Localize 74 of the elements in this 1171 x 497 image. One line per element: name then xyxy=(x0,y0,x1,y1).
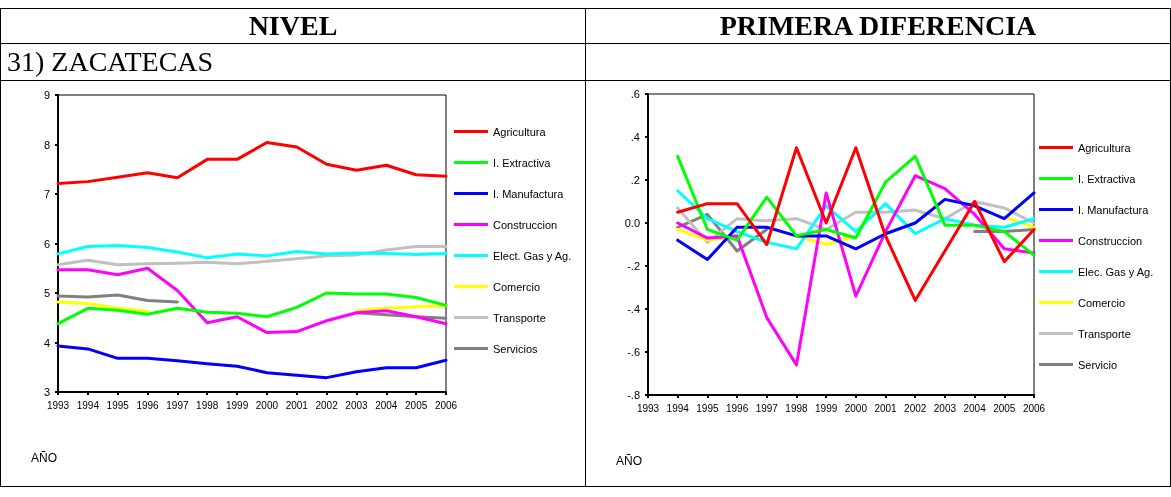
x-tick-label: 1996 xyxy=(136,399,160,411)
x-tick-label: 2005 xyxy=(405,399,428,411)
x-tick-label: 2006 xyxy=(434,399,458,411)
x-tick-label: 1995 xyxy=(696,402,719,414)
legend-label: Agricultura xyxy=(1078,141,1132,154)
x-tick-label: 2002 xyxy=(904,402,927,414)
x-tick-label: 2002 xyxy=(315,399,339,411)
legend-label: Agricultura xyxy=(493,125,547,138)
x-tick-label: 2001 xyxy=(874,402,898,414)
y-tick-label: .6 xyxy=(630,88,640,100)
y-tick-label: -.6 xyxy=(627,346,640,358)
y-tick-label: .2 xyxy=(630,174,640,186)
x-tick-label: 2000 xyxy=(255,399,279,411)
legend-label: Comercio xyxy=(493,280,541,293)
y-tick-label: 9 xyxy=(43,89,50,101)
line-series xyxy=(56,344,448,380)
legend-label: Elec. Gas y Ag. xyxy=(1078,265,1154,278)
legend-label: I. Manufactura xyxy=(493,187,565,200)
legend-label: I. Manufactura xyxy=(1078,203,1150,216)
legend-label: Construccion xyxy=(493,218,558,231)
line-series xyxy=(56,291,448,326)
x-tick-label: 1998 xyxy=(196,399,219,411)
x-tick-label: 1999 xyxy=(815,402,838,414)
x-tick-label: 1995 xyxy=(106,399,130,411)
x-tick-label: 2000 xyxy=(844,402,868,414)
legend-label: Transporte xyxy=(1078,327,1131,340)
x-tick-label: 1997 xyxy=(166,399,189,411)
line-series xyxy=(676,154,1036,257)
y-tick-label: -.8 xyxy=(627,389,640,401)
legend-label: Construccion xyxy=(1078,234,1143,247)
x-tick-label: 1996 xyxy=(725,402,749,414)
line-series xyxy=(56,141,448,186)
y-tick-label: -.4 xyxy=(627,303,640,315)
line-series xyxy=(676,146,1036,302)
legend-label: Transporte xyxy=(493,311,546,324)
x-tick-label: 1994 xyxy=(76,399,100,411)
x-tick-label: 1998 xyxy=(785,402,809,414)
y-tick-label: -.2 xyxy=(627,260,640,272)
chart-title: PRIMERA DIFERENCIA xyxy=(585,8,1171,44)
y-tick-label: 7 xyxy=(43,188,50,200)
x-axis-title: AÑO xyxy=(31,451,58,465)
x-axis-title: AÑO xyxy=(616,454,643,468)
x-tick-label: 2004 xyxy=(375,399,398,411)
y-tick-label: 4 xyxy=(43,336,50,349)
legend-label: Servicio xyxy=(1078,358,1118,371)
x-tick-label: 1999 xyxy=(225,399,249,411)
y-tick-label: 3 xyxy=(43,386,50,398)
line-series xyxy=(676,174,1036,367)
x-tick-label: 1997 xyxy=(755,402,779,414)
x-tick-label: 1993 xyxy=(46,399,70,411)
x-tick-label: 1993 xyxy=(636,402,660,414)
x-tick-label: 2003 xyxy=(345,399,369,411)
x-tick-label: 2005 xyxy=(993,402,1016,414)
chart-title: NIVEL xyxy=(0,8,586,44)
legend-label: I. Extractiva xyxy=(1078,172,1137,185)
x-tick-label: 1994 xyxy=(666,402,690,414)
legend-label: Elect. Gas y Ag. xyxy=(493,249,572,262)
x-tick-label: 2003 xyxy=(933,402,957,414)
y-tick-label: .4 xyxy=(630,131,640,143)
x-tick-label: 2001 xyxy=(285,399,309,411)
y-tick-label: 0.0 xyxy=(624,217,640,229)
y-tick-label: 8 xyxy=(43,138,50,151)
legend-label: Servicios xyxy=(493,342,539,355)
line-series xyxy=(56,243,448,260)
legend-label: I. Extractiva xyxy=(493,156,552,169)
legend-label: Comercio xyxy=(1078,296,1126,309)
y-tick-label: 5 xyxy=(43,287,50,299)
line-series xyxy=(56,266,448,335)
x-tick-label: 2006 xyxy=(1022,402,1046,414)
y-tick-label: 6 xyxy=(43,237,50,250)
line-series xyxy=(676,191,1036,262)
line-series xyxy=(56,244,448,267)
x-tick-label: 2004 xyxy=(963,402,987,414)
chart-subtitle: 31) ZACATECAS xyxy=(0,43,586,81)
